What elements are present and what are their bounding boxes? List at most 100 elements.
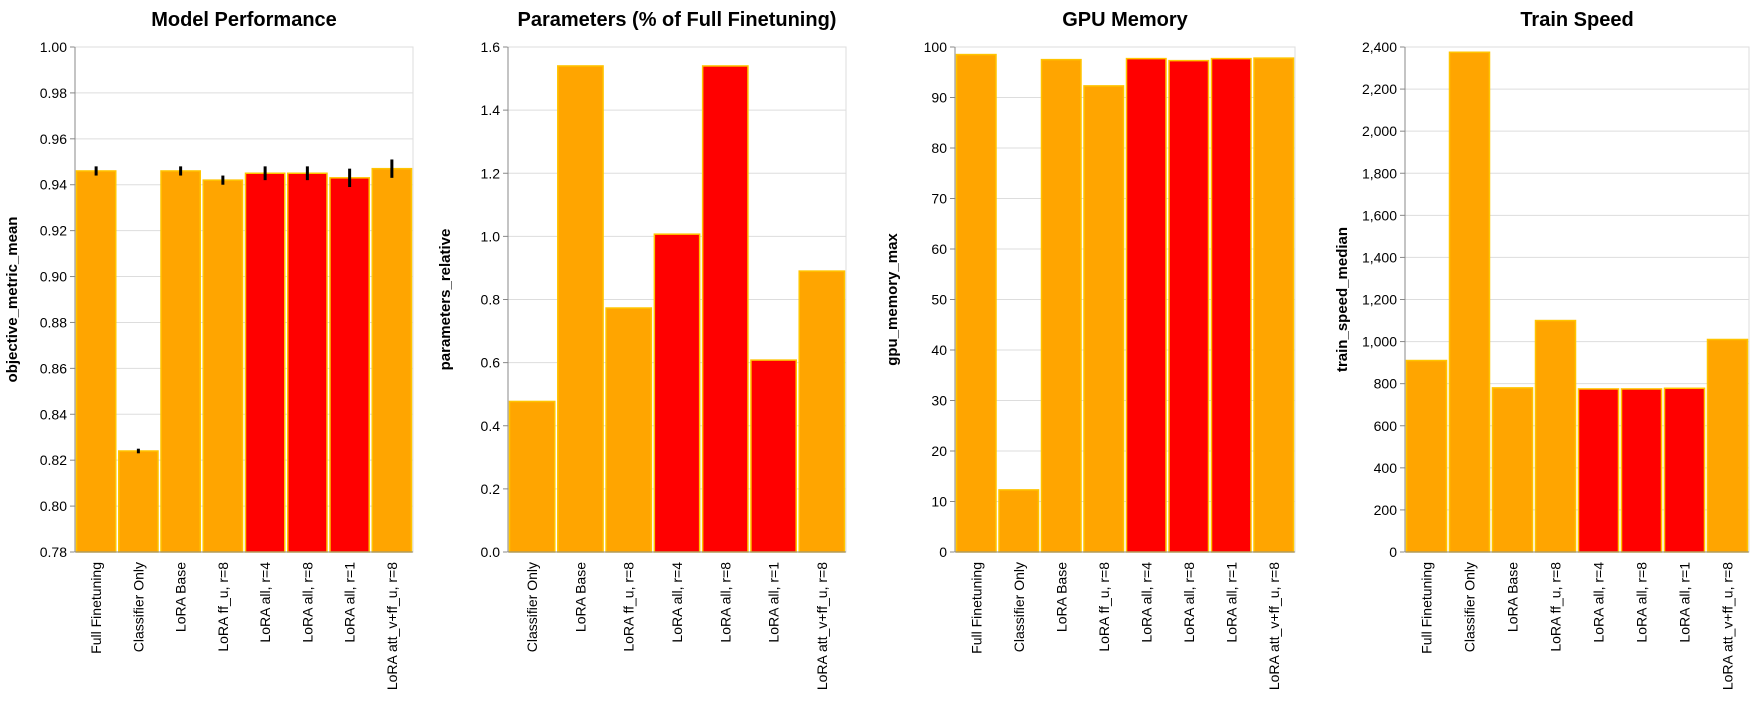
x-tick-label: Full Finetuning: [968, 562, 984, 654]
y-tick-label: 0.6: [481, 355, 501, 371]
y-tick-label: 0.80: [40, 498, 67, 514]
x-tick-label: LoRA att_v+ff_u, r=8: [1720, 562, 1736, 690]
bar: [798, 270, 846, 553]
x-tick-label: Classifier Only: [130, 562, 146, 652]
x-tick-label: LoRA ff_u, r=8: [215, 562, 231, 652]
x-tick-label: LoRA Base: [572, 562, 588, 632]
bar: [1040, 58, 1082, 553]
y-tick-label: 800: [1374, 376, 1398, 392]
y-tick-label: 0.94: [40, 177, 67, 193]
bar: [1534, 319, 1577, 553]
x-tick-label: LoRA Base: [1053, 562, 1069, 632]
bar: [508, 400, 556, 553]
y-tick-label: 2,000: [1362, 123, 1397, 139]
x-tick-label: LoRA all, r=8: [299, 562, 315, 643]
bar: [1210, 57, 1252, 553]
bar: [1083, 85, 1125, 553]
x-tick-label: Full Finetuning: [1419, 562, 1435, 654]
y-tick-label: 0.2: [481, 481, 501, 497]
y-tick-label: 100: [924, 39, 948, 55]
y-tick-label: 0.4: [481, 418, 501, 434]
y-tick-label: 50: [931, 292, 947, 308]
x-tick-label: Full Finetuning: [88, 562, 104, 654]
y-tick-label: 1,200: [1362, 292, 1397, 308]
y-tick-label: 1,600: [1362, 207, 1397, 223]
bar: [1448, 51, 1491, 553]
x-tick-label: LoRA Base: [173, 562, 189, 632]
x-tick-label: LoRA ff_u, r=8: [621, 562, 637, 652]
y-tick-label: 40: [931, 342, 947, 358]
y-tick-label: 80: [931, 140, 947, 156]
x-tick-label: LoRA ff_u, r=8: [1096, 562, 1112, 652]
bar: [160, 170, 201, 553]
y-axis-label: gpu_memory_max: [884, 233, 901, 366]
x-tick-label: LoRA all, r=4: [669, 562, 685, 643]
y-axis-label: parameters_relative: [437, 229, 454, 371]
y-tick-label: 0.8: [481, 292, 501, 308]
y-tick-label: 0.78: [40, 544, 67, 560]
bar: [653, 233, 701, 553]
x-tick-label: LoRA Base: [1505, 562, 1521, 632]
x-tick-label: LoRA att_v+ff_u, r=8: [384, 562, 400, 690]
y-tick-label: 1.00: [40, 39, 67, 55]
bar: [557, 65, 604, 553]
y-tick-label: 1.4: [481, 102, 501, 118]
y-axis-label: objective_metric_mean: [4, 217, 21, 383]
y-tick-label: 0: [939, 544, 947, 560]
bar: [1405, 359, 1448, 553]
x-tick-label: Classifier Only: [524, 562, 540, 652]
x-tick-label: LoRA all, r=4: [1138, 562, 1154, 643]
bar: [287, 172, 328, 553]
chart-title: Parameters (% of Full Finetuning): [518, 9, 837, 31]
y-tick-label: 0.92: [40, 223, 67, 239]
y-tick-label: 60: [931, 241, 947, 257]
chart-title: Train Speed: [1520, 9, 1633, 31]
bar: [605, 307, 653, 553]
bar: [1706, 338, 1749, 553]
y-tick-label: 70: [931, 191, 947, 207]
bar: [1577, 388, 1620, 553]
bar: [701, 65, 749, 553]
chart-title: Model Performance: [151, 9, 337, 31]
x-tick-label: Classifier Only: [1011, 562, 1027, 652]
bar: [1663, 387, 1706, 553]
bar: [955, 53, 997, 553]
bar: [1491, 387, 1534, 553]
bar: [75, 170, 117, 553]
y-tick-label: 0.88: [40, 314, 67, 330]
x-tick-label: LoRA all, r=1: [1223, 562, 1239, 643]
bar: [1253, 57, 1295, 553]
y-tick-label: 0.84: [40, 406, 67, 422]
bar: [329, 177, 370, 553]
y-tick-label: 2,200: [1362, 81, 1397, 97]
y-tick-label: 2,400: [1362, 39, 1397, 55]
x-tick-label: LoRA all, r=8: [1181, 562, 1197, 643]
y-tick-label: 0: [1389, 544, 1397, 560]
y-tick-label: 0.98: [40, 85, 67, 101]
y-tick-label: 0.82: [40, 452, 67, 468]
x-tick-label: LoRA att_v+ff_u, r=8: [814, 562, 830, 690]
y-tick-label: 200: [1374, 502, 1398, 518]
bar: [750, 359, 797, 553]
y-tick-label: 1.6: [481, 39, 501, 55]
bar: [1620, 388, 1663, 553]
y-tick-label: 0.90: [40, 269, 67, 285]
y-axis-label: train_speed_median: [1334, 227, 1351, 372]
y-tick-label: 1.0: [481, 228, 501, 244]
y-tick-label: 30: [931, 393, 947, 409]
x-tick-label: LoRA all, r=8: [1634, 562, 1650, 643]
bar: [1125, 57, 1167, 553]
x-tick-label: Classifier Only: [1462, 562, 1478, 652]
y-tick-label: 1,800: [1362, 165, 1397, 181]
x-tick-label: LoRA all, r=4: [257, 562, 273, 643]
chart-title: GPU Memory: [1062, 9, 1188, 31]
y-tick-label: 600: [1374, 418, 1398, 434]
x-tick-label: LoRA all, r=4: [1591, 562, 1607, 643]
y-tick-label: 0.0: [481, 544, 501, 560]
y-tick-label: 1.2: [481, 165, 501, 181]
x-tick-label: LoRA all, r=1: [1677, 562, 1693, 643]
bar: [202, 179, 244, 553]
x-tick-label: LoRA all, r=1: [766, 562, 782, 643]
y-tick-label: 0.96: [40, 131, 67, 147]
